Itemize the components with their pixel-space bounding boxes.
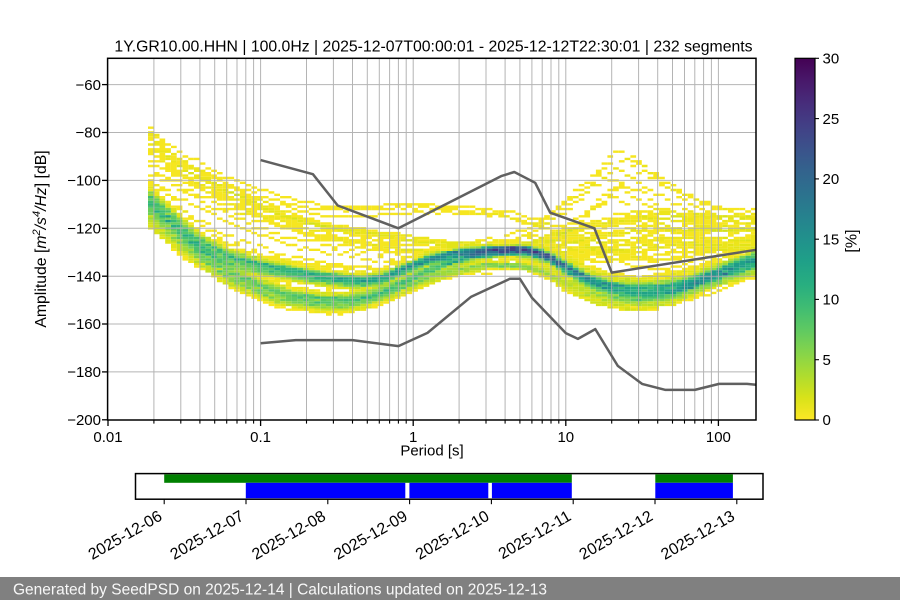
svg-text:100: 100 xyxy=(706,429,731,446)
svg-text:1Y.GR10.00.HHN | 100.0Hz | 202: 1Y.GR10.00.HHN | 100.0Hz | 2025-12-07T00… xyxy=(114,39,752,56)
svg-text:10: 10 xyxy=(823,292,840,309)
svg-text:Amplitude [m2/s4/Hz] [dB]: Amplitude [m2/s4/Hz] [dB] xyxy=(31,150,50,327)
svg-text:−100: −100 xyxy=(67,173,101,190)
svg-text:0.1: 0.1 xyxy=(250,429,271,446)
svg-text:−60: −60 xyxy=(76,77,101,94)
svg-text:0: 0 xyxy=(823,412,831,429)
svg-text:0.01: 0.01 xyxy=(93,429,122,446)
svg-text:Generated by SeedPSD on 2025-1: Generated by SeedPSD on 2025-12-14 | Cal… xyxy=(13,582,547,599)
svg-text:−180: −180 xyxy=(67,364,101,381)
svg-text:−120: −120 xyxy=(67,221,101,238)
svg-text:−200: −200 xyxy=(67,412,101,429)
svg-text:20: 20 xyxy=(823,171,840,188)
svg-text:Period [s]: Period [s] xyxy=(400,443,463,460)
svg-text:−80: −80 xyxy=(76,125,101,142)
svg-text:[%]: [%] xyxy=(844,229,861,252)
svg-text:25: 25 xyxy=(823,111,840,128)
svg-text:−160: −160 xyxy=(67,316,101,333)
svg-text:15: 15 xyxy=(823,231,840,248)
svg-text:30: 30 xyxy=(823,51,840,68)
svg-text:10: 10 xyxy=(557,429,574,446)
svg-text:−140: −140 xyxy=(67,268,101,285)
svg-text:1: 1 xyxy=(409,429,417,446)
svg-text:5: 5 xyxy=(823,352,831,369)
